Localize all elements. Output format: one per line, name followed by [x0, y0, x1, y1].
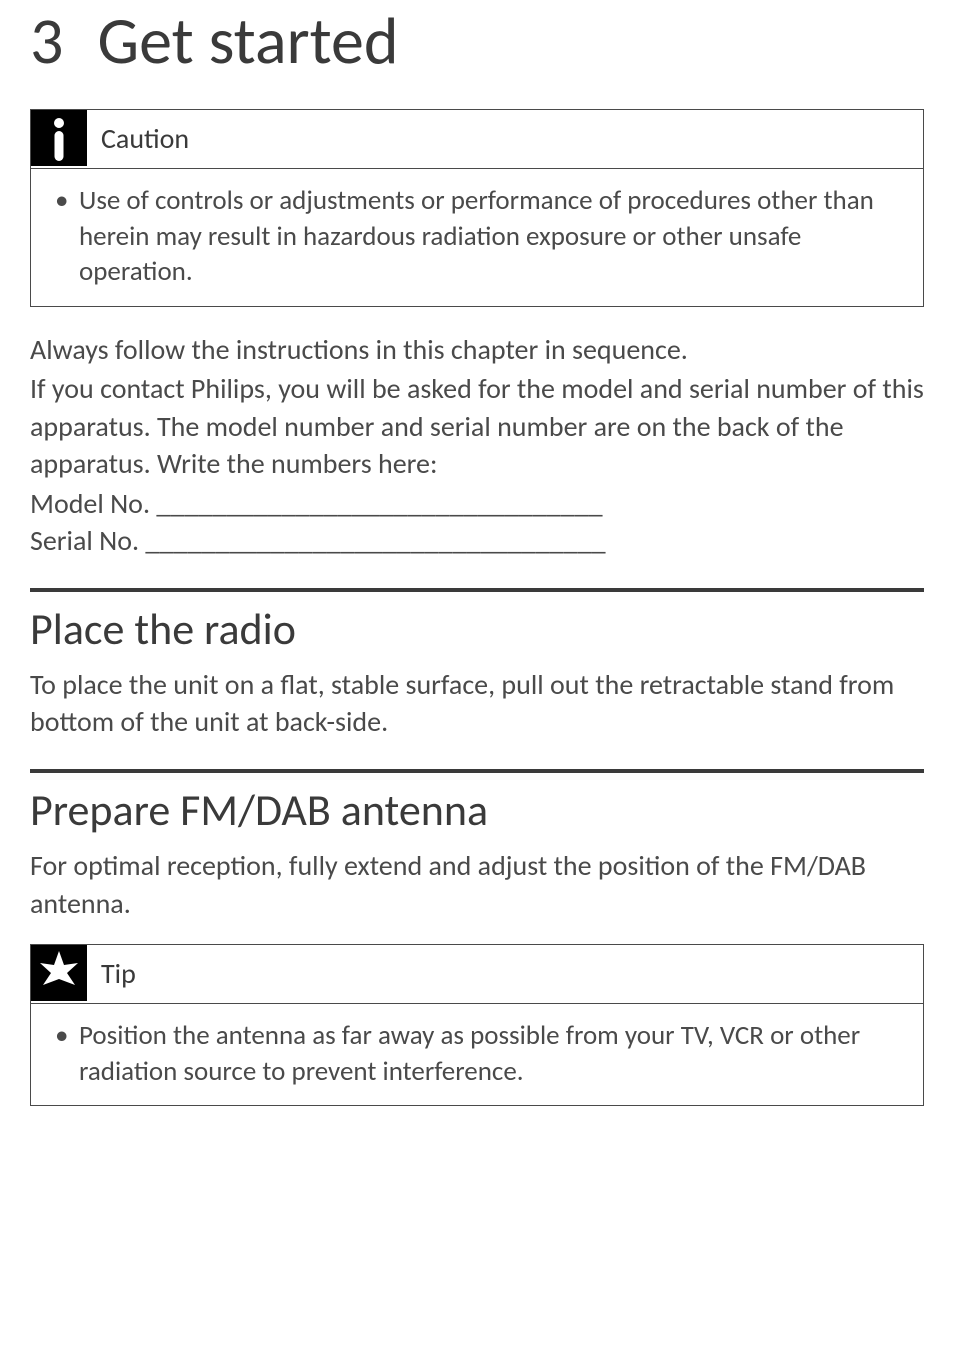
- section-rule: [30, 588, 924, 592]
- intro-line-2: If you contact Philips, you will be aske…: [30, 370, 924, 483]
- tip-body: Position the antenna as far away as poss…: [31, 1004, 923, 1105]
- section-heading-prepare-antenna: Prepare FM/DAB antenna: [30, 783, 924, 837]
- caution-icon: [31, 110, 87, 166]
- section-heading-place-radio: Place the radio: [30, 602, 924, 656]
- serial-label: Serial No. _____________________________…: [30, 522, 606, 560]
- section-body-place-radio: To place the unit on a flat, stable surf…: [30, 666, 924, 741]
- intro-line-1: Always follow the instructions in this c…: [30, 331, 924, 369]
- caution-item: Use of controls or adjustments or perfor…: [51, 183, 903, 290]
- chapter-number: 3: [30, 0, 63, 81]
- model-label: Model No. ______________________________…: [30, 485, 603, 523]
- model-number-field: Model No. ______________________________…: [30, 485, 924, 523]
- spacer: [30, 922, 924, 944]
- tip-box: Tip Position the antenna as far away as …: [30, 944, 924, 1106]
- caution-body: Use of controls or adjustments or perfor…: [31, 169, 923, 306]
- caution-label: Caution: [101, 121, 189, 156]
- tip-item: Position the antenna as far away as poss…: [51, 1018, 903, 1089]
- tip-label: Tip: [101, 956, 136, 991]
- chapter-heading: 3 Get started: [30, 0, 924, 81]
- section-rule: [30, 769, 924, 773]
- tip-icon: [31, 945, 87, 1001]
- tip-header: Tip: [31, 945, 923, 1001]
- caution-box: Caution Use of controls or adjustments o…: [30, 109, 924, 307]
- section-body-prepare-antenna: For optimal reception, fully extend and …: [30, 847, 924, 922]
- page: 3 Get started Caution Use of controls or…: [0, 0, 954, 1170]
- caution-header: Caution: [31, 110, 923, 166]
- chapter-title: Get started: [97, 0, 398, 81]
- serial-number-field: Serial No. _____________________________…: [30, 522, 924, 560]
